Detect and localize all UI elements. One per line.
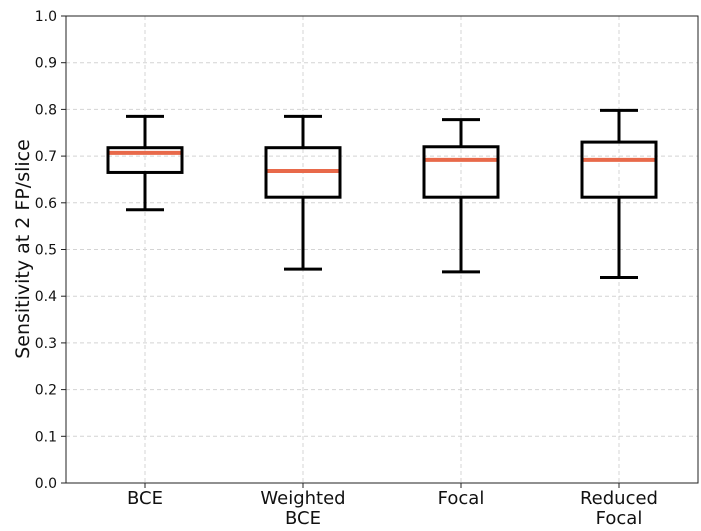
box-layer	[106, 108, 658, 280]
box-group	[580, 108, 658, 280]
x-tick-label-line: BCE	[285, 508, 321, 529]
box-group	[422, 118, 500, 274]
x-tick-label-line: BCE	[127, 488, 163, 509]
y-axis-label: Sensitivity at 2 FP/slice	[12, 139, 34, 359]
iqr-box	[580, 140, 658, 199]
x-tick-label: Reduced Focal	[580, 488, 658, 529]
x-tick-label-line: Reduced	[580, 488, 658, 509]
y-tick-label: 0.3	[35, 336, 57, 352]
box-group	[264, 114, 342, 271]
x-tick-label-line: Focal	[596, 508, 643, 529]
y-tick-label: 0.8	[35, 102, 57, 118]
y-tick-label: 1.0	[35, 9, 57, 25]
x-tick-label: Focal	[438, 488, 485, 509]
x-tick-label-line: Weighted	[260, 488, 345, 509]
y-tick-label: 0.6	[35, 196, 57, 212]
y-tick-label: 0.7	[35, 149, 57, 165]
iqr-box	[106, 146, 184, 174]
y-tick-label: 0.2	[35, 383, 57, 399]
y-tick-label: 0.4	[35, 289, 57, 305]
x-tick-label-line: Focal	[438, 488, 485, 509]
box-group	[106, 114, 184, 212]
grid-layer	[66, 16, 698, 483]
x-tick-label: Weighted BCE	[260, 488, 345, 529]
y-tick-label: 0.5	[35, 243, 57, 259]
y-tick-label: 0.0	[35, 476, 57, 492]
iqr-box	[264, 146, 342, 199]
y-tick-layer: 0.0 0.1 0.2 0.3 0.4 0.5 0.6 0.7 0.8 0.9 1.0	[35, 9, 66, 492]
y-tick-label: 0.9	[35, 56, 57, 72]
x-tick-label: BCE	[127, 488, 163, 509]
y-tick-label: 0.1	[35, 429, 57, 445]
iqr-box	[422, 145, 500, 199]
